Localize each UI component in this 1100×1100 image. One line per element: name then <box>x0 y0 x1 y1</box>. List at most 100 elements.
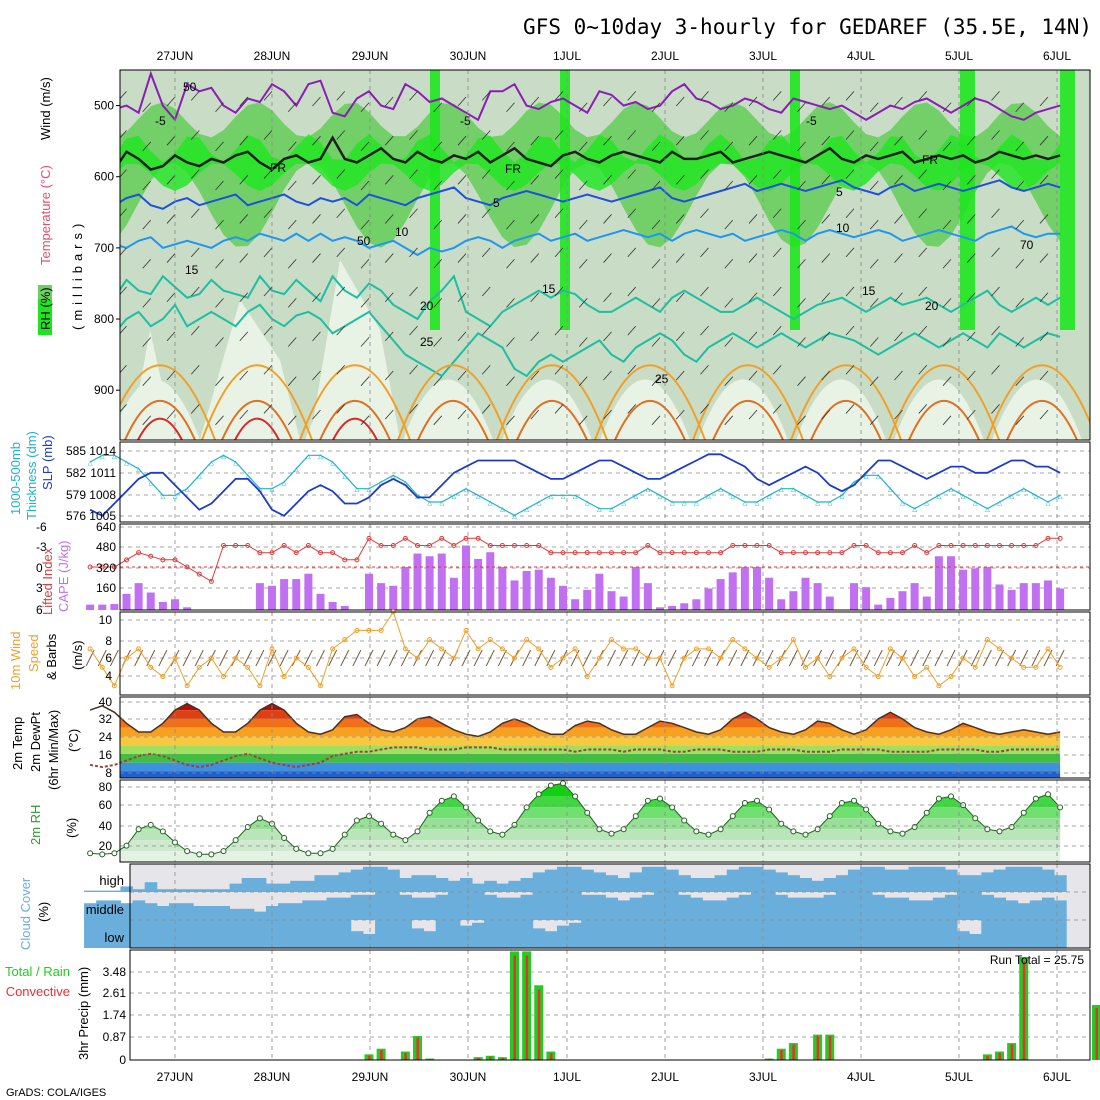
wind-barb <box>530 253 540 263</box>
isotherm-25 <box>299 364 411 440</box>
upper-rh-label: RH (%) <box>38 287 53 330</box>
cloud-low-bar <box>569 922 582 948</box>
precip-label-3: 3hr Precip (mm) <box>76 967 91 1060</box>
wind-barb <box>263 404 273 414</box>
thickness-marker: △ <box>912 505 917 514</box>
wind-barb <box>821 135 831 146</box>
wind-barb <box>433 180 443 191</box>
wind-barb <box>772 286 782 297</box>
wind-barb <box>578 141 588 152</box>
wind-speed-marker <box>281 674 287 680</box>
cloud-high-bar <box>775 872 788 892</box>
li-marker <box>742 543 748 548</box>
li-marker <box>766 543 772 548</box>
cloud-middle-bar <box>799 897 813 920</box>
wind-barb <box>764 649 774 667</box>
cape-bar <box>704 588 713 610</box>
cloud-low-bar <box>508 920 522 948</box>
li-marker <box>427 543 433 548</box>
thickness-marker: △ <box>318 451 323 460</box>
rh-saturated-column <box>430 70 440 330</box>
cape-bar <box>740 567 749 610</box>
precip-convective-bar <box>986 1055 989 1060</box>
cloud-low-bar <box>944 920 958 948</box>
isotherm-5 <box>120 179 1061 210</box>
wind-barb <box>554 130 564 140</box>
wind-barb <box>215 376 224 386</box>
thickness-marker: △ <box>524 505 529 514</box>
cloud-label-2: (%) <box>36 902 51 922</box>
wind-speed-marker <box>184 683 190 689</box>
contour-label: 15 <box>185 263 199 277</box>
cloud-low-bar <box>593 920 606 948</box>
isotherm-30 <box>1006 399 1078 440</box>
wind-barb <box>506 219 515 230</box>
cloud-low-bar <box>423 931 437 948</box>
cloud-high-bar <box>763 869 776 892</box>
thickness-marker: △ <box>973 498 978 507</box>
thickness-marker: △ <box>852 478 857 487</box>
li-marker <box>99 564 105 570</box>
cloud-row-label: middle <box>86 902 124 917</box>
wind-barb <box>554 169 564 179</box>
wind-speed-marker <box>318 683 323 689</box>
wind-barb <box>675 135 685 146</box>
wind-barb <box>530 292 540 302</box>
wind-barb <box>336 365 346 375</box>
wind-barb <box>700 247 709 258</box>
wind-barb <box>627 365 637 375</box>
wind-barb <box>772 169 782 179</box>
wind-barb <box>506 298 515 308</box>
cloud-low-bar <box>544 931 558 948</box>
wind-barb <box>1015 141 1025 152</box>
rh-moist-band <box>120 102 1061 248</box>
cloud-middle-bar <box>993 897 1007 920</box>
wind-speed-marker <box>827 674 833 680</box>
wind-barb <box>554 91 564 101</box>
wind-barb <box>190 365 200 375</box>
wind-barb <box>409 130 418 140</box>
wind-barb <box>409 404 418 414</box>
cloud-low-bar <box>496 920 509 948</box>
cloud-high-bar <box>738 866 752 892</box>
wind-barb <box>991 365 1000 375</box>
wind-barb <box>457 135 467 146</box>
thickness-tick: 579 <box>66 488 86 502</box>
wind-barb <box>966 96 976 107</box>
thickness-marker: △ <box>354 485 359 494</box>
wind-speed-marker <box>172 655 178 661</box>
cloud-middle-bar <box>908 900 922 920</box>
cloud-low-bar <box>726 920 740 948</box>
li-marker <box>172 557 178 563</box>
wind-speed-marker <box>524 637 530 643</box>
wind-barb <box>425 649 435 667</box>
wind-barb <box>845 404 855 414</box>
cloud-low-bar <box>932 920 946 948</box>
cape-bar <box>922 596 931 610</box>
wind-barb <box>215 102 224 112</box>
cloud-low-bar <box>884 920 897 948</box>
rh-marker <box>741 799 748 806</box>
cloud-high-bar <box>350 869 364 892</box>
cloud-high-bar <box>229 883 243 892</box>
thickness-slp-panel: △ △ △ △ △ △ △ △ △ △ △ △ △ △ △ △ △ △ △ △ △ △ △ △ △ △ △ △ △ △ △ △ △ △ △ △ △ △ △ △… <box>66 441 1091 523</box>
wind10m-panel: 10 8 6 4 <box>85 609 1091 696</box>
wind-barb <box>942 180 952 191</box>
isotherm-30 <box>319 399 391 440</box>
temp-tick: 8 <box>105 766 112 780</box>
rh-marker <box>814 826 821 833</box>
wind-speed-marker <box>354 627 360 633</box>
wind-barb <box>1015 180 1025 191</box>
rh-marker <box>657 795 663 802</box>
rh-saturated-band <box>120 134 1061 191</box>
wind-barb <box>894 331 903 342</box>
wind-speed-marker <box>378 627 384 633</box>
cloud-low-bar <box>193 920 206 948</box>
wind-barb <box>530 214 540 224</box>
wind-barb <box>603 253 612 263</box>
li-marker <box>621 550 627 556</box>
wind-barb <box>1039 253 1049 263</box>
li-marker <box>669 550 675 556</box>
thickness-marker: △ <box>585 498 590 507</box>
cloud-middle-bar <box>763 892 776 920</box>
